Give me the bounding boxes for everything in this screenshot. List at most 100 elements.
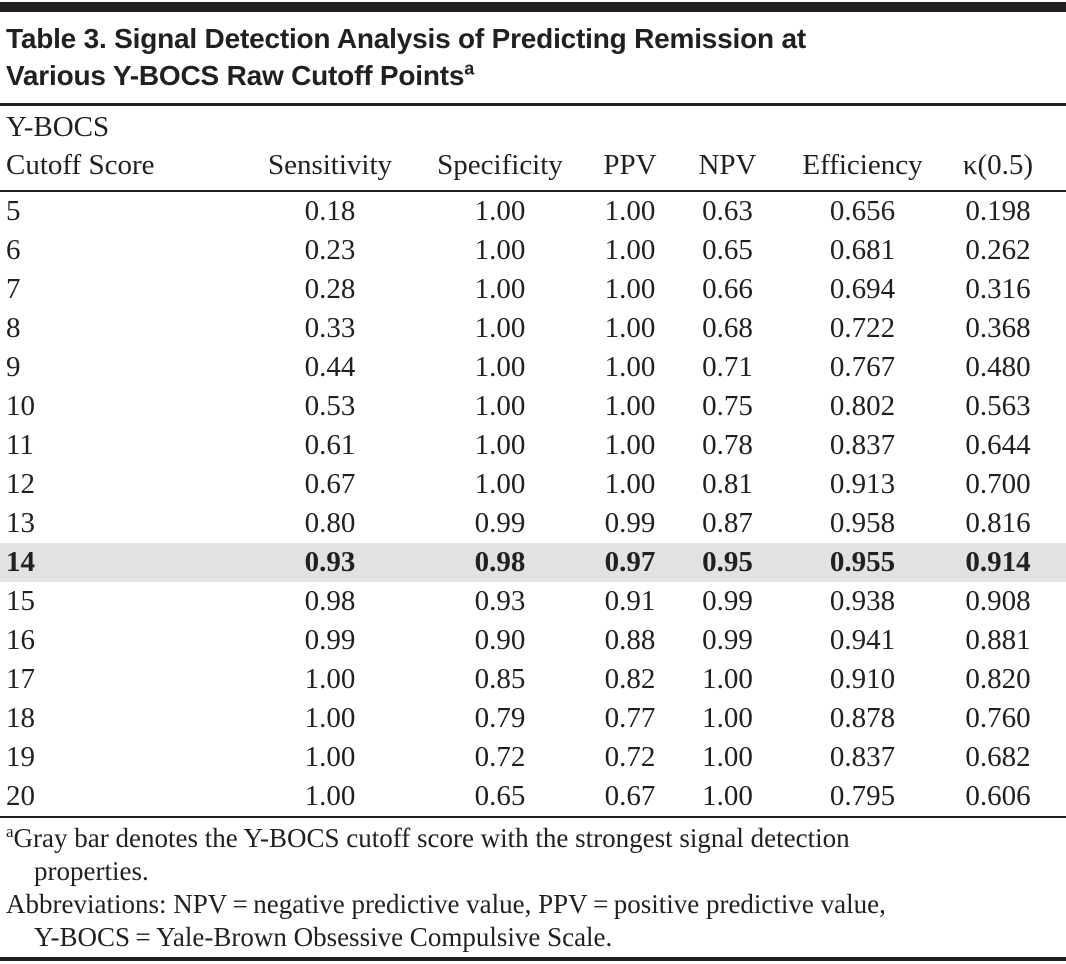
table-row: 10 0.53 1.00 1.00 0.75 0.802 0.563 xyxy=(0,387,1066,426)
cutoff-score-cell: 12 xyxy=(6,468,35,500)
cutoff-score-cell: 10 xyxy=(6,390,35,422)
table-row: 20 1.00 0.65 0.67 1.00 0.795 0.606 xyxy=(0,777,1066,818)
table-row: 15 0.98 0.93 0.91 0.99 0.938 0.908 xyxy=(0,582,1066,621)
npv-cell: 1.00 xyxy=(702,663,753,695)
npv-cell: 1.00 xyxy=(680,777,775,818)
sensitivity-cell: 0.98 xyxy=(304,585,356,617)
cutoff-score-cell: 20 xyxy=(0,777,240,818)
kappa-cell: 0.908 xyxy=(965,585,1031,617)
sensitivity-cell: 1.00 xyxy=(304,741,356,773)
ppv-cell: 1.00 xyxy=(604,312,656,344)
sensitivity-cell: 0.80 xyxy=(304,507,356,539)
ppv-cell: 0.91 xyxy=(604,585,656,617)
table-row: 16 0.99 0.90 0.88 0.99 0.941 0.881 xyxy=(0,621,1066,660)
table-title-line1: Table 3. Signal Detection Analysis of Pr… xyxy=(6,23,806,54)
ppv-cell: 0.88 xyxy=(604,624,656,656)
cutoff-score-cell: 9 xyxy=(6,351,21,383)
header-efficiency: Efficiency xyxy=(775,106,950,192)
efficiency-cell: 0.837 xyxy=(829,429,896,461)
ppv-cell: 0.77 xyxy=(604,702,656,734)
cutoff-score-cell: 14 xyxy=(0,543,240,582)
header-cutoff-line2: Cutoff Score xyxy=(6,149,155,181)
specificity-cell: 0.98 xyxy=(420,543,580,582)
header-row: Y-BOCS Cutoff Score Sensitivity Specifici… xyxy=(0,106,1066,192)
title-divider-rule xyxy=(0,103,1066,106)
ppv-cell: 1.00 xyxy=(604,429,656,461)
efficiency-cell: 0.941 xyxy=(829,624,896,656)
cutoff-score-cell: 15 xyxy=(6,585,35,617)
specificity-cell: 0.85 xyxy=(474,663,526,695)
ppv-cell: 0.82 xyxy=(604,663,656,695)
footnote-a: aGray bar denotes the Y-BOCS cutoff scor… xyxy=(6,822,1060,888)
table-header: Y-BOCS Cutoff Score Sensitivity Specifici… xyxy=(0,106,1066,192)
cutoff-score-cell: 16 xyxy=(6,624,35,656)
footnote-a-marker: a xyxy=(6,822,14,841)
header-ppv: PPV xyxy=(580,106,680,192)
kappa-cell: 0.816 xyxy=(965,507,1031,539)
cutoff-score-cell: 18 xyxy=(6,702,35,734)
header-cutoff-score: Y-BOCS Cutoff Score xyxy=(0,106,240,192)
specificity-cell: 1.00 xyxy=(474,429,526,461)
signal-detection-table: Y-BOCS Cutoff Score Sensitivity Specifici… xyxy=(0,106,1066,818)
ppv-cell: 1.00 xyxy=(604,234,656,266)
specificity-cell: 0.65 xyxy=(420,777,580,818)
kappa-cell: 0.480 xyxy=(965,351,1031,383)
efficiency-cell: 0.955 xyxy=(775,543,950,582)
sensitivity-cell: 0.61 xyxy=(304,429,356,461)
table-row: 8 0.33 1.00 1.00 0.68 0.722 0.368 xyxy=(0,309,1066,348)
sensitivity-cell: 1.00 xyxy=(240,777,420,818)
npv-cell: 1.00 xyxy=(702,702,753,734)
header-npv: NPV xyxy=(680,106,775,192)
header-cutoff-line1: Y-BOCS xyxy=(6,111,110,143)
table-row: 11 0.61 1.00 1.00 0.78 0.837 0.644 xyxy=(0,426,1066,465)
sensitivity-cell: 0.53 xyxy=(304,390,356,422)
specificity-cell: 0.93 xyxy=(474,585,526,617)
npv-cell: 0.87 xyxy=(702,507,753,539)
kappa-cell: 0.316 xyxy=(965,273,1031,305)
kappa-cell: 0.644 xyxy=(965,429,1031,461)
table-body: 5 0.18 1.00 1.00 0.63 0.656 0.198 6 0.23… xyxy=(0,191,1066,818)
npv-cell: 0.66 xyxy=(702,273,753,305)
kappa-cell: 0.682 xyxy=(965,741,1031,773)
npv-cell: 1.00 xyxy=(702,741,753,773)
table-title: Table 3. Signal Detection Analysis of Pr… xyxy=(6,20,1060,94)
specificity-cell: 1.00 xyxy=(474,390,526,422)
cutoff-score-cell: 19 xyxy=(6,741,35,773)
kappa-cell: 0.914 xyxy=(950,543,1066,582)
efficiency-cell: 0.694 xyxy=(829,273,896,305)
efficiency-cell: 0.802 xyxy=(829,390,896,422)
top-rule xyxy=(0,2,1066,12)
specificity-cell: 1.00 xyxy=(474,312,526,344)
npv-cell: 0.95 xyxy=(680,543,775,582)
abbreviations-line2: Y-BOCS = Yale-Brown Obsessive Compulsive… xyxy=(34,922,613,952)
cutoff-score-cell: 13 xyxy=(6,507,35,539)
table-footnotes: aGray bar denotes the Y-BOCS cutoff scor… xyxy=(6,822,1060,954)
table-row: 5 0.18 1.00 1.00 0.63 0.656 0.198 xyxy=(0,191,1066,231)
npv-cell: 0.81 xyxy=(702,468,753,500)
specificity-cell: 1.00 xyxy=(474,234,526,266)
sensitivity-cell: 1.00 xyxy=(304,702,356,734)
header-kappa: κ(0.5) xyxy=(950,106,1066,192)
table-title-line2: Various Y-BOCS Raw Cutoff Points xyxy=(6,60,465,91)
table-row: 18 1.00 0.79 0.77 1.00 0.878 0.760 xyxy=(0,699,1066,738)
efficiency-cell: 0.722 xyxy=(829,312,896,344)
efficiency-cell: 0.681 xyxy=(829,234,896,266)
kappa-cell: 0.760 xyxy=(965,702,1031,734)
efficiency-cell: 0.767 xyxy=(829,351,896,383)
efficiency-cell: 0.795 xyxy=(775,777,950,818)
kappa-cell: 0.820 xyxy=(965,663,1031,695)
footnote-a-line1: Gray bar denotes the Y-BOCS cutoff score… xyxy=(13,823,850,853)
ppv-cell: 0.67 xyxy=(580,777,680,818)
cutoff-score-cell: 8 xyxy=(6,312,21,344)
npv-cell: 0.71 xyxy=(702,351,753,383)
header-sensitivity: Sensitivity xyxy=(240,106,420,192)
ppv-cell: 0.72 xyxy=(604,741,656,773)
kappa-cell: 0.368 xyxy=(965,312,1031,344)
efficiency-cell: 0.938 xyxy=(829,585,896,617)
table-row: 6 0.23 1.00 1.00 0.65 0.681 0.262 xyxy=(0,231,1066,270)
npv-cell: 0.63 xyxy=(702,195,753,227)
ppv-cell: 0.99 xyxy=(604,507,656,539)
footnote-abbreviations: Abbreviations: NPV = negative predictive… xyxy=(6,888,1060,954)
table-row: 14 0.93 0.98 0.97 0.95 0.955 0.914 xyxy=(0,543,1066,582)
table-row: 17 1.00 0.85 0.82 1.00 0.910 0.820 xyxy=(0,660,1066,699)
